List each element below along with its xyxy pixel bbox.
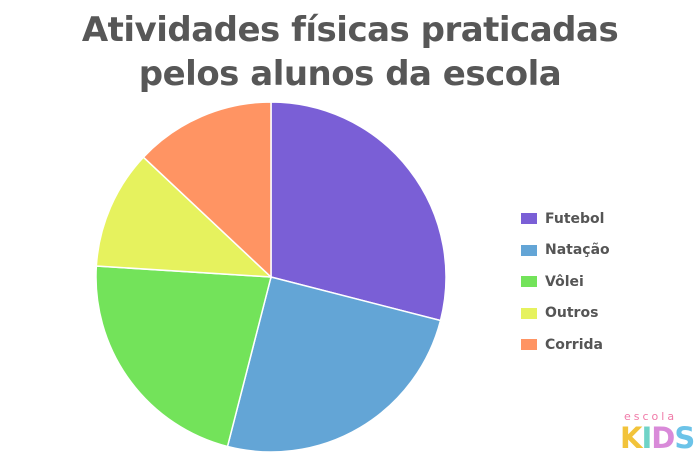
legend-swatch [521,276,537,288]
pie-slice-volei [95,265,272,448]
chart-title: Atividades físicas praticadas pelos alun… [0,8,700,96]
legend-item-corrida: Corrida [521,329,610,361]
legend-item-futebol: Futebol [521,203,610,235]
logo-letter: I [641,421,652,455]
logo-small-text: escola [624,410,678,423]
legend-label: Natação [545,242,610,259]
legend-label: Outros [545,305,599,322]
chart-title-line-2: pelos alunos da escola [138,54,562,94]
legend-swatch [521,307,537,319]
legend-label: Futebol [545,210,605,227]
chart-legend: Futebol Natação Vôlei Outros Corrida [521,203,610,361]
legend-label: Corrida [545,336,603,353]
pie-slice-futebol [270,101,447,322]
pie-slice-outros [95,156,274,278]
legend-swatch [521,213,537,225]
logo-letter: S [674,421,695,455]
legend-item-outros: Outros [521,298,610,330]
chart-title-line-1: Atividades físicas praticadas [81,10,619,50]
legend-item-volei: Vôlei [521,266,610,298]
legend-swatch [521,339,537,351]
legend-label: Vôlei [545,273,584,290]
legend-item-natacao: Natação [521,235,610,267]
pie-slice-corrida [142,101,272,279]
legend-swatch [521,244,537,256]
escola-kids-logo: escola KIDS [620,410,695,460]
logo-letter: K [620,421,643,455]
logo-kids-text: KIDS [620,420,695,456]
pie-slice-natacao [226,276,442,453]
logo-letter: D [651,421,675,455]
